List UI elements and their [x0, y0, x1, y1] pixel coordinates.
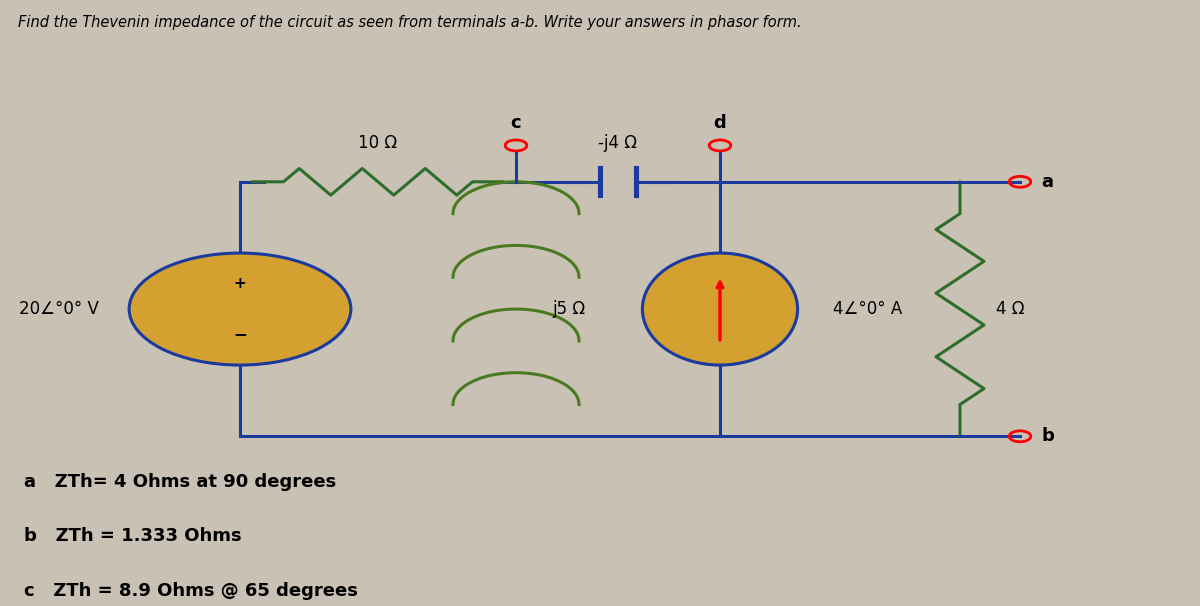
Text: j5 Ω: j5 Ω [552, 300, 586, 318]
Text: 4∠°0° A: 4∠°0° A [833, 300, 902, 318]
Text: d: d [714, 114, 726, 132]
Text: +: + [234, 276, 246, 291]
Ellipse shape [642, 253, 798, 365]
Text: b   ZTh = 1.333 Ohms: b ZTh = 1.333 Ohms [24, 527, 241, 545]
Text: 10 Ω: 10 Ω [359, 133, 397, 152]
Text: 4 Ω: 4 Ω [996, 300, 1025, 318]
Circle shape [130, 253, 350, 365]
Text: Find the Thevenin impedance of the circuit as seen from terminals a-b. Write you: Find the Thevenin impedance of the circu… [18, 15, 802, 30]
Text: b: b [1042, 427, 1055, 445]
Text: c: c [511, 114, 521, 132]
Text: c   ZTh = 8.9 Ohms @ 65 degrees: c ZTh = 8.9 Ohms @ 65 degrees [24, 582, 358, 600]
Text: 20∠°0° V: 20∠°0° V [19, 300, 100, 318]
Text: −: − [233, 325, 247, 343]
Text: a   ZTh= 4 Ohms at 90 degrees: a ZTh= 4 Ohms at 90 degrees [24, 473, 336, 491]
Text: -j4 Ω: -j4 Ω [599, 133, 637, 152]
Text: a: a [1042, 173, 1054, 191]
